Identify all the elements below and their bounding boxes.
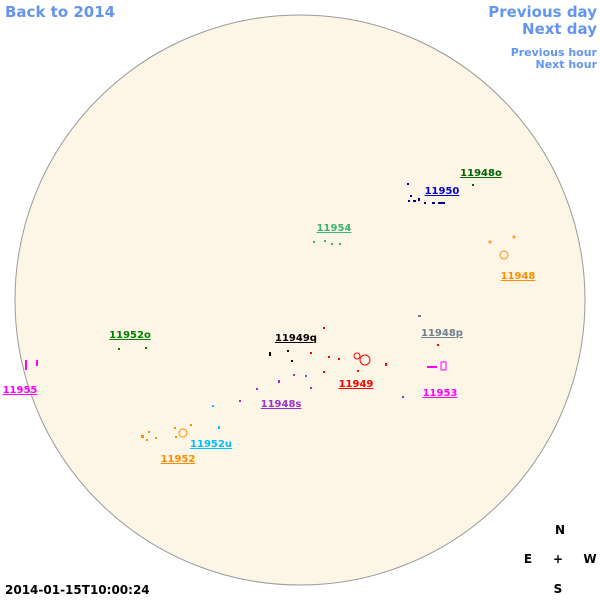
sunspots	[25, 183, 516, 441]
region-label[interactable]: 11949	[339, 379, 374, 390]
compass-center: +	[553, 552, 563, 566]
spot-group	[407, 183, 445, 204]
spot-group	[239, 374, 404, 402]
compass-south: S	[554, 582, 563, 596]
region-label[interactable]: 11949q	[275, 333, 317, 344]
region-label[interactable]: 11948o	[460, 168, 502, 179]
solar-disk	[14, 14, 586, 586]
region-label[interactable]: 11952o	[109, 330, 151, 341]
next-hour-link[interactable]: Next hour	[536, 58, 598, 71]
region-label[interactable]: 11948	[501, 271, 536, 282]
compass-east: E	[524, 552, 532, 566]
region-label[interactable]: 11948s	[261, 399, 302, 410]
region-label[interactable]: 11955	[3, 385, 38, 396]
compass-west: W	[583, 552, 596, 566]
spot-group	[269, 350, 293, 362]
next-day-link[interactable]: Next day	[522, 20, 597, 38]
spot-group	[118, 347, 147, 350]
spot-group	[25, 360, 447, 371]
timestamp: 2014-01-15T10:00:24	[5, 583, 150, 597]
region-label[interactable]: 11953	[423, 388, 458, 399]
region-label[interactable]: 11950	[425, 186, 460, 197]
spot-group	[212, 405, 220, 429]
region-label[interactable]: 11954	[317, 223, 352, 234]
compass-north: N	[555, 523, 565, 537]
previous-hour-link[interactable]: Previous hour	[511, 46, 598, 59]
spot-group	[310, 327, 439, 373]
previous-day-link[interactable]: Previous day	[488, 3, 597, 21]
region-label[interactable]: 11952	[161, 454, 196, 465]
spot	[472, 184, 474, 186]
spot	[418, 315, 421, 317]
region-label[interactable]: 11952u	[190, 439, 232, 450]
spot-group	[141, 424, 192, 441]
back-link[interactable]: Back to 2014	[5, 3, 115, 21]
region-label[interactable]: 11948p	[421, 328, 463, 339]
spot-group	[488, 235, 516, 260]
spot-group	[313, 240, 341, 245]
